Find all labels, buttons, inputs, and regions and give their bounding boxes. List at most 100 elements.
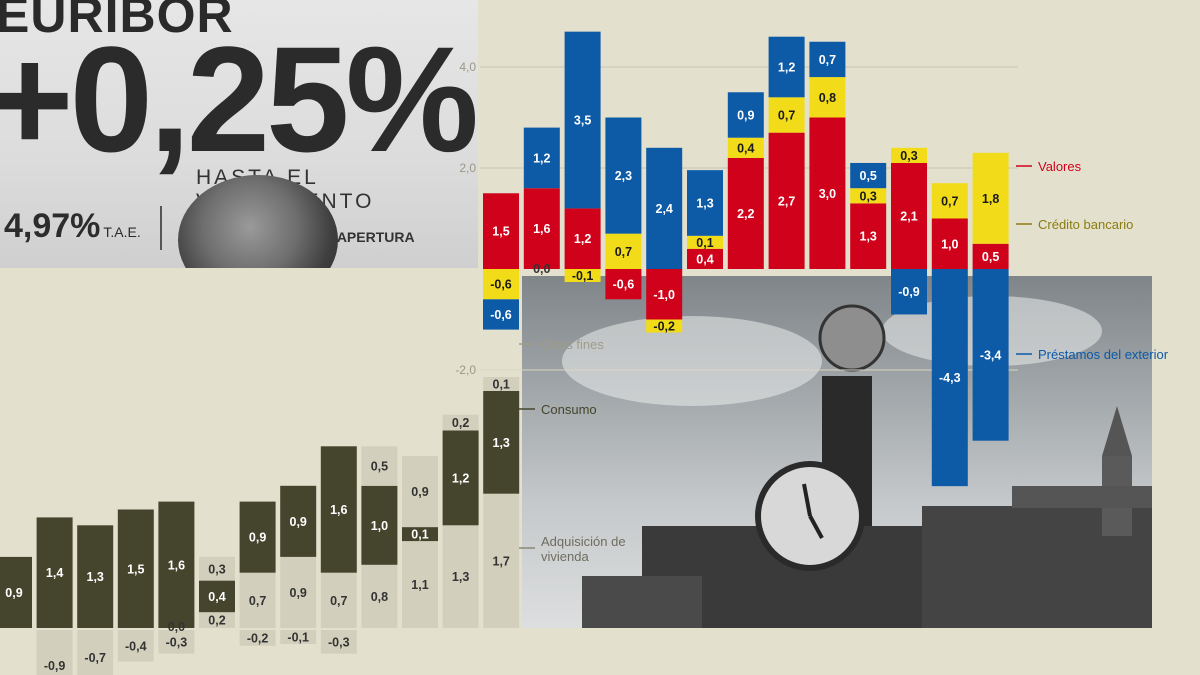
data-label-credito-bancario: 0,7: [941, 194, 958, 208]
bar-prestamos-del-exterior: [523, 127, 560, 189]
data-label-valores: 2,7: [778, 194, 795, 208]
data-label-consumo: 0,1: [411, 528, 428, 542]
data-label-prestamos-del-exterior: -0,6: [490, 308, 512, 322]
bar-consumo: [442, 430, 479, 526]
data-label-consumo: 1,3: [493, 436, 510, 450]
data-label-adquisicion-de-vivienda: 0,7: [330, 594, 347, 608]
data-label-valores: 1,2: [574, 232, 591, 246]
data-label-consumo: 0,9: [290, 515, 307, 529]
y-tick-label: 2,0: [459, 161, 476, 175]
data-label-adquisicion-de-vivienda: 0,8: [371, 590, 388, 604]
bar-consumo: [199, 580, 235, 613]
newspaper-rate: +0,25%: [0, 15, 478, 183]
bar-credito-bancario: [605, 233, 642, 269]
bar-valores: [931, 218, 968, 269]
data-label-adquisicion-de-vivienda: 1,3: [452, 570, 469, 584]
data-label-valores: 1,6: [533, 222, 550, 236]
bar-otros-fines: [36, 630, 73, 675]
legend-label-consumo: Consumo: [541, 402, 597, 417]
bar-otros-fines: [239, 630, 276, 646]
bar-valores: [483, 193, 519, 269]
bar-credito-bancario: [687, 235, 723, 249]
legend-label-otros: Otros fines: [541, 337, 604, 352]
data-label-prestamos-del-exterior: -3,4: [980, 348, 1002, 362]
bar-adquisicion-de-vivienda: [483, 493, 520, 628]
y-tick-label: -2,0: [455, 363, 476, 377]
bar-credito-bancario: [891, 147, 927, 163]
data-label-valores: 2,1: [900, 209, 917, 223]
newspaper-clipping: EURIBOR +0,25% HASTA EL VENCIMIENTO 4,97…: [0, 0, 478, 268]
bar-adquisicion-de-vivienda: [402, 541, 438, 628]
data-label-credito-bancario: -0,1: [572, 269, 594, 283]
data-label-prestamos-del-exterior: 2,4: [656, 202, 673, 216]
legend-label-vivienda: Adquisición de vivienda: [541, 534, 626, 564]
lower-chart-bars: [0, 377, 520, 675]
bar-consumo: [36, 517, 73, 628]
data-label-otros-fines: 0,5: [371, 460, 388, 474]
bar-prestamos-del-exterior: [605, 117, 642, 234]
upper-chart-bars: [483, 31, 1009, 487]
newspaper-brand: EURIBOR: [0, 0, 234, 43]
data-label-credito-bancario: 0,3: [860, 189, 877, 203]
bar-consumo: [280, 485, 317, 557]
bar-consumo: [239, 501, 276, 573]
data-label-credito-bancario: 0,3: [900, 149, 917, 163]
data-label-adquisicion-de-vivienda: 0,7: [249, 594, 266, 608]
bar-valores: [523, 188, 560, 269]
data-label-otros-fines: -0,9: [44, 659, 66, 673]
data-label-consumo: 1,6: [330, 503, 347, 517]
bar-otros-fines: [77, 630, 114, 675]
data-label-adquisicion-de-vivienda: 0,2: [208, 614, 225, 628]
data-label-prestamos-del-exterior: 0,9: [737, 108, 754, 122]
bar-valores: [972, 243, 1009, 269]
bar-credito-bancario: [809, 77, 846, 118]
legend-label-prestamos: Préstamos del exterior: [1038, 347, 1169, 362]
data-label-prestamos-del-exterior: 1,2: [533, 151, 550, 165]
building-silhouette: [582, 304, 1152, 628]
data-label-adquisicion-de-vivienda: 0,9: [290, 586, 307, 600]
data-label-consumo: 1,3: [87, 570, 104, 584]
bar-prestamos-del-exterior: [850, 162, 887, 189]
newspaper-tae: 4,97% T.A.E.: [4, 207, 141, 246]
bar-credito-bancario: [972, 152, 1009, 244]
upper-chart-labels: 1,5 -0,6 -0,6 1,6 0,0 1,2 1,2 -0,1 3,5 -0,6 0,7 2,3…: [490, 53, 1001, 385]
bar-otros-fines: [402, 456, 438, 528]
bar-prestamos-del-exterior: [931, 269, 968, 487]
data-label-credito-bancario: 0,7: [615, 245, 632, 259]
data-label-prestamos-del-exterior: 2,3: [615, 169, 632, 183]
data-label-otros-fines: -0,1: [287, 631, 309, 645]
data-label-prestamos-del-exterior: 0,5: [860, 169, 877, 183]
data-label-credito-bancario: 0,7: [778, 108, 795, 122]
data-label-valores: 3,0: [819, 187, 836, 201]
bar-valores: [768, 132, 805, 269]
legend-label-credito: Crédito bancario: [1038, 217, 1133, 232]
bar-prestamos-del-exterior: [727, 92, 764, 138]
data-label-valores: -0,6: [613, 278, 635, 292]
bar-otros-fines: [320, 630, 357, 654]
bar-prestamos-del-exterior: [687, 170, 723, 236]
data-label-valores: 2,2: [737, 207, 754, 221]
bar-prestamos-del-exterior: [891, 269, 927, 315]
data-label-valores: 1,3: [860, 230, 877, 244]
bar-prestamos-del-exterior: [646, 147, 683, 269]
data-label-consumo: 1,4: [46, 566, 63, 580]
data-label-consumo: 1,5: [127, 562, 144, 576]
bar-adquisicion-de-vivienda: [280, 556, 317, 628]
bar-credito-bancario: [483, 269, 519, 300]
bar-prestamos-del-exterior: [768, 36, 805, 98]
data-label-valores: 1,5: [492, 225, 509, 239]
data-label-prestamos-del-exterior: 1,2: [778, 61, 795, 75]
bar-otros-fines: [280, 630, 317, 644]
bar-otros-fines: [361, 446, 398, 486]
data-label-prestamos-del-exterior: -0,9: [898, 285, 920, 299]
newspaper-divider: [160, 206, 162, 250]
newspaper-tae-label: T.A.E.: [103, 224, 141, 240]
data-label-consumo: 1,0: [371, 519, 388, 533]
y-axis-ticks: 4,0 2,0 -2,0: [455, 60, 476, 377]
data-label-otros-fines: -0,4: [125, 639, 147, 653]
data-label-consumo: 1,2: [452, 471, 469, 485]
bar-valores: [727, 157, 764, 269]
bar-adquisicion-de-vivienda: [361, 564, 398, 628]
data-label-prestamos-del-exterior: 3,5: [574, 114, 591, 128]
